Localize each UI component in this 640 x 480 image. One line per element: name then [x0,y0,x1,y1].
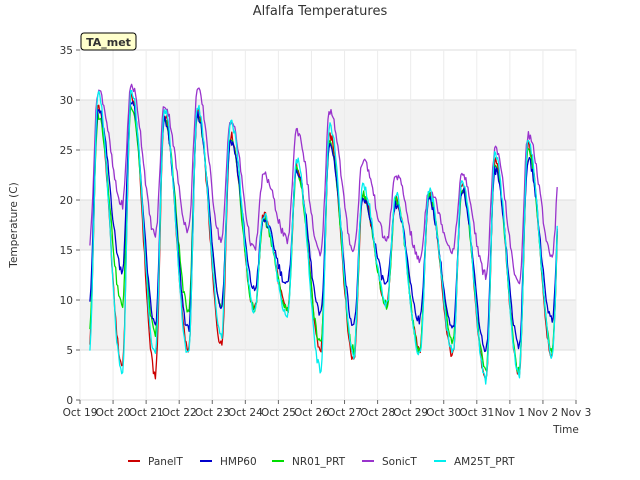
chart-title: Alfalfa Temperatures [253,4,388,19]
badge-box [80,32,137,51]
x-tick-label: Oct 22 [162,407,197,419]
y-tick-label: 5 [66,345,73,357]
x-tick-label: Oct 21 [129,407,164,419]
x-tick-label: Oct 27 [327,407,362,419]
x-tick-label: Nov 3 [561,407,592,419]
series-line-sonict [89,83,558,285]
badge-text: TA_met [86,36,131,49]
x-tick-label: Nov 2 [528,407,559,419]
y-axis: 0 5 10 15 20 25 30 35 [60,45,80,407]
x-tick-label: Oct 19 [63,407,98,419]
legend-label-nr01-prt: NR01_PRT [292,456,346,468]
x-tick-label: Nov 1 [495,407,526,419]
x-tick-label: Oct 31 [459,407,494,419]
x-tick-label: Oct 23 [195,407,230,419]
y-tick-label: 30 [60,95,73,107]
legend: PanelT HMP60 NR01_PRT SonicT AM25T_PRT [128,456,515,468]
x-tick-label: Oct 26 [294,407,329,419]
series-line-hmp60 [89,101,558,353]
ta-met-badge: TA_met [80,32,137,51]
y-tick-label: 20 [60,195,73,207]
y-tick-label: 25 [60,145,73,157]
series-lines [89,83,558,385]
legend-label-am25t-prt: AM25T_PRT [454,456,515,468]
y-tick-label: 35 [60,45,73,57]
legend-label-panelt: PanelT [148,456,183,468]
legend-label-hmp60: HMP60 [220,456,257,468]
x-tick-label: Oct 20 [96,407,131,419]
y-tick-label: 0 [66,395,73,407]
x-tick-label: Oct 25 [261,407,296,419]
legend-label-sonict: SonicT [382,456,417,468]
shaded-band [80,200,576,250]
x-tick-label: Oct 28 [360,407,395,419]
x-tick-label: Oct 24 [228,407,263,419]
x-tick-label: Oct 29 [393,407,428,419]
y-tick-label: 10 [60,295,73,307]
shaded-band [80,300,576,350]
x-tick-label: Oct 30 [426,407,461,419]
y-axis-label: Temperature (C) [8,182,20,268]
series-line-am25t-prt [89,89,558,385]
y-tick-label: 15 [60,245,73,257]
x-axis-label: Time [552,424,579,436]
